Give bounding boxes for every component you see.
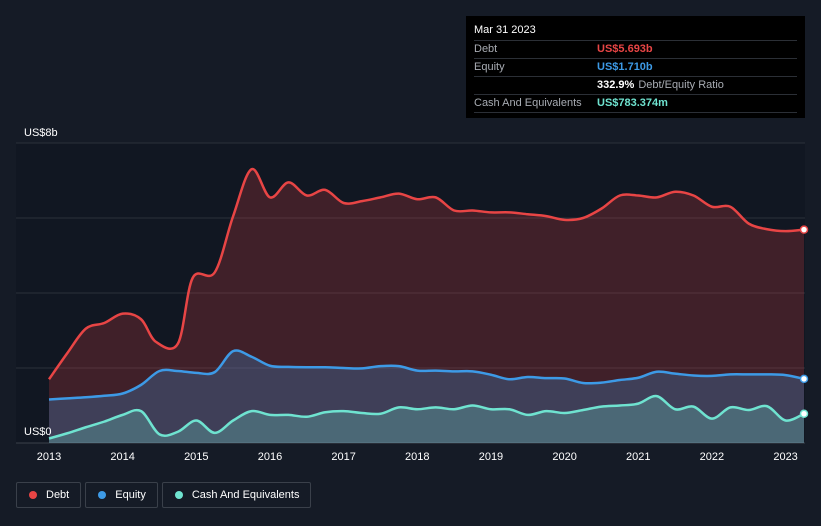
x-tick-label: 2014 xyxy=(110,451,134,463)
legend-item-cash[interactable]: Cash And Equivalents xyxy=(161,482,312,508)
debt-endpoint xyxy=(799,225,809,234)
x-tick-label: 2015 xyxy=(184,451,208,463)
legend-item-equity[interactable]: Equity xyxy=(85,482,158,508)
tooltip-ratio-label-spacer xyxy=(474,77,597,94)
x-tick-label: 2013 xyxy=(37,451,61,463)
x-tick-label: 2022 xyxy=(700,451,724,463)
legend-item-debt[interactable]: Debt xyxy=(16,482,82,508)
series-areas xyxy=(49,169,804,443)
tooltip-equity-label: Equity xyxy=(474,61,505,73)
equity-area xyxy=(49,350,804,443)
x-tick-label: 2021 xyxy=(626,451,650,463)
x-tick-label: 2016 xyxy=(258,451,282,463)
tooltip-row-equity: Equity US$1.710b xyxy=(474,58,797,76)
x-tick-label: 2017 xyxy=(331,451,355,463)
legend-equity-label: Equity xyxy=(115,489,146,501)
series-lines xyxy=(47,167,805,440)
y-axis-bottom-label: US$0 xyxy=(24,426,52,438)
tooltip-cash-label: Cash And Equivalents xyxy=(474,97,582,109)
legend-cash-label: Cash And Equivalents xyxy=(191,489,300,501)
debt-area xyxy=(49,169,804,443)
tooltip-row-debt: Debt US$5.693b xyxy=(474,40,797,58)
data-tooltip: Mar 31 2023 Debt US$5.693b Equity US$1.7… xyxy=(466,16,805,118)
cash-dot-icon xyxy=(174,491,183,499)
y-axis-top-label: US$8b xyxy=(24,127,58,139)
tooltip-debt-value: US$5.693b xyxy=(597,43,653,55)
cash-and-equivalents-line xyxy=(48,394,805,440)
x-tick-label: 2018 xyxy=(405,451,429,463)
x-tick-label: 2019 xyxy=(479,451,503,463)
tooltip-row-cash: Cash And Equivalents US$783.374m xyxy=(474,94,797,113)
equity-endpoint xyxy=(799,374,809,384)
x-tick-label: 2020 xyxy=(552,451,576,463)
tooltip-row-ratio: 332.9% Debt/Equity Ratio xyxy=(474,76,797,94)
equity-line xyxy=(48,349,805,401)
x-tick-label: 2023 xyxy=(773,451,797,463)
chart-legend: Debt Equity Cash And Equivalents xyxy=(16,482,315,508)
tooltip-debt-label: Debt xyxy=(474,43,498,55)
equity-dot-icon xyxy=(98,491,107,499)
legend-debt-label: Debt xyxy=(46,489,70,501)
debt-line xyxy=(47,167,805,380)
series-endpoints xyxy=(799,225,809,418)
cash-and-equivalents-area xyxy=(49,396,804,443)
cash-and-equivalents-endpoint xyxy=(799,409,809,418)
tooltip-ratio-label: Debt/Equity Ratio xyxy=(638,79,724,91)
x-axis-ticks: 2013 2014 2015 2016 2017 2018 2019 2020 2021 2022… xyxy=(37,451,798,463)
tooltip-cash-value: US$783.374m xyxy=(597,97,668,109)
tooltip-equity-value: US$1.710b xyxy=(597,61,653,73)
debt-dot-icon xyxy=(29,491,37,499)
tooltip-date: Mar 31 2023 xyxy=(474,24,536,36)
tooltip-ratio-value: 332.9% xyxy=(597,79,635,91)
